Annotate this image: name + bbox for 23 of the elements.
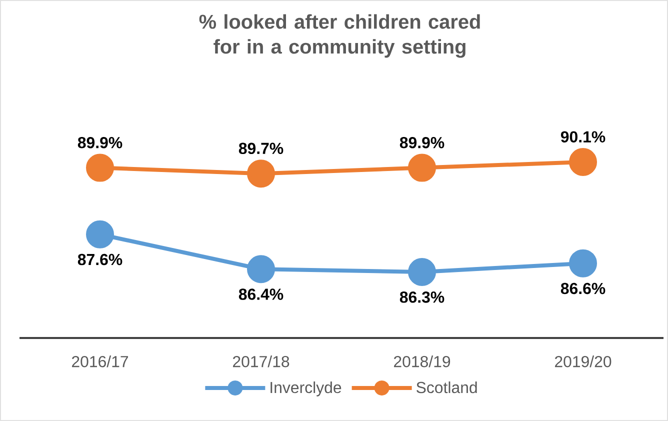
point — [247, 255, 276, 284]
data-label: 86.6% — [560, 282, 606, 294]
data-label: 86.3% — [400, 292, 444, 303]
chart-title: % looked after children cared for in a community setting — [199, 14, 480, 58]
point — [569, 148, 598, 176]
data-label: 89.9% — [400, 136, 444, 148]
legend-label: Scotland — [416, 381, 477, 394]
data-label: 89.7% — [238, 142, 284, 154]
point — [247, 160, 276, 188]
x-tick-label: 2017/18 — [232, 356, 290, 368]
data-label: 86.4% — [238, 288, 284, 300]
point — [86, 154, 114, 182]
data-label: 89.9% — [78, 136, 122, 148]
x-tick-label: 2016/17 — [72, 356, 128, 368]
legend-label: Inverclyde — [270, 381, 342, 396]
x-tick-label: 2019/20 — [554, 356, 612, 368]
data-label: 87.6% — [78, 254, 122, 266]
x-tick-label: 2018/19 — [394, 356, 450, 368]
point — [408, 154, 436, 182]
point — [86, 220, 114, 248]
data-label: 90.1% — [560, 131, 606, 142]
point — [569, 249, 598, 278]
point — [408, 258, 436, 286]
